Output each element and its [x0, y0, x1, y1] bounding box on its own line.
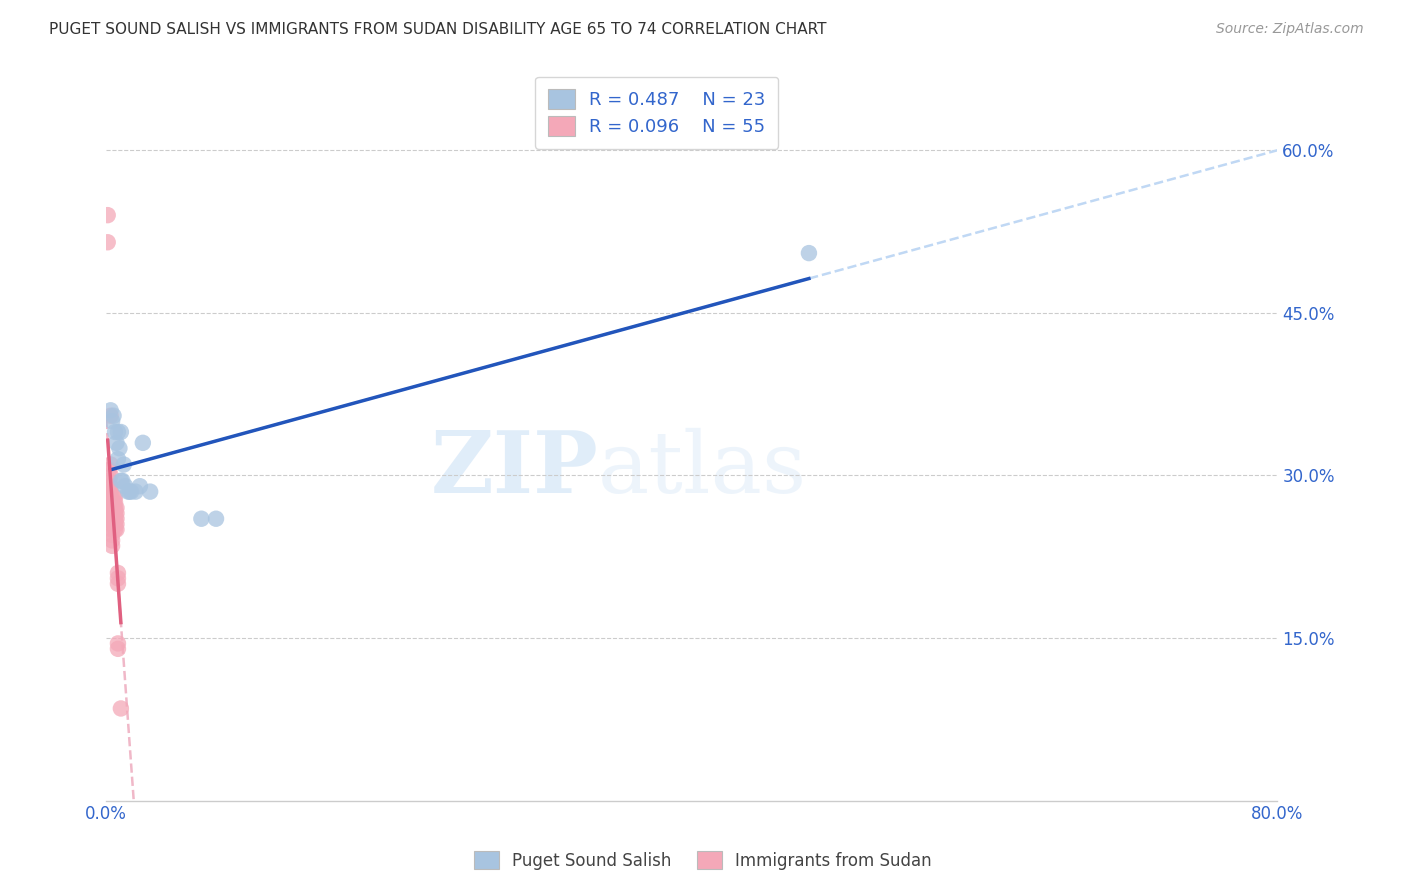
Point — [124, 484, 146, 499]
Point — [98, 495, 121, 509]
Point — [117, 484, 139, 499]
Point — [100, 495, 122, 509]
Point — [107, 571, 129, 585]
Point — [105, 517, 128, 532]
Point — [103, 517, 125, 532]
Point — [139, 484, 162, 499]
Point — [105, 506, 128, 520]
Point — [101, 533, 124, 548]
Point — [100, 403, 122, 417]
Point — [105, 435, 128, 450]
Point — [190, 512, 212, 526]
Point — [101, 414, 124, 428]
Point — [107, 566, 129, 580]
Legend: Puget Sound Salish, Immigrants from Sudan: Puget Sound Salish, Immigrants from Suda… — [468, 845, 938, 877]
Point — [98, 479, 121, 493]
Point — [107, 425, 129, 439]
Point — [100, 490, 122, 504]
Point — [98, 512, 121, 526]
Point — [205, 512, 228, 526]
Point — [103, 495, 125, 509]
Text: ZIP: ZIP — [430, 427, 598, 511]
Point — [114, 479, 136, 493]
Point — [103, 409, 125, 423]
Point — [103, 490, 125, 504]
Point — [112, 458, 135, 472]
Point — [98, 500, 121, 515]
Point — [797, 246, 820, 260]
Point — [103, 512, 125, 526]
Point — [118, 484, 141, 499]
Point — [103, 506, 125, 520]
Point — [104, 523, 127, 537]
Point — [103, 500, 125, 515]
Point — [97, 208, 120, 222]
Point — [105, 500, 128, 515]
Point — [120, 484, 142, 499]
Point — [101, 539, 124, 553]
Text: atlas: atlas — [598, 428, 807, 511]
Point — [97, 495, 120, 509]
Point — [104, 512, 127, 526]
Point — [97, 490, 120, 504]
Point — [101, 495, 124, 509]
Point — [101, 500, 124, 515]
Point — [107, 641, 129, 656]
Point — [100, 479, 122, 493]
Point — [104, 506, 127, 520]
Point — [98, 463, 121, 477]
Point — [100, 506, 122, 520]
Point — [97, 500, 120, 515]
Point — [107, 576, 129, 591]
Point — [100, 484, 122, 499]
Point — [107, 636, 129, 650]
Point — [110, 474, 132, 488]
Point — [129, 479, 152, 493]
Point — [110, 701, 132, 715]
Text: PUGET SOUND SALISH VS IMMIGRANTS FROM SUDAN DISABILITY AGE 65 TO 74 CORRELATION : PUGET SOUND SALISH VS IMMIGRANTS FROM SU… — [49, 22, 827, 37]
Point — [98, 506, 121, 520]
Point — [101, 500, 124, 515]
Point — [104, 500, 127, 515]
Point — [101, 517, 124, 532]
Point — [132, 435, 155, 450]
Point — [100, 409, 122, 423]
Point — [108, 442, 131, 456]
Point — [98, 490, 121, 504]
Point — [100, 458, 122, 472]
Point — [101, 512, 124, 526]
Point — [101, 523, 124, 537]
Legend: R = 0.487    N = 23, R = 0.096    N = 55: R = 0.487 N = 23, R = 0.096 N = 55 — [536, 77, 779, 149]
Point — [104, 517, 127, 532]
Point — [111, 474, 134, 488]
Point — [104, 425, 127, 439]
Point — [105, 523, 128, 537]
Point — [97, 235, 120, 250]
Point — [104, 490, 127, 504]
Point — [98, 474, 121, 488]
Point — [104, 495, 127, 509]
Point — [107, 452, 129, 467]
Point — [101, 528, 124, 542]
Point — [105, 512, 128, 526]
Point — [100, 468, 122, 483]
Text: Source: ZipAtlas.com: Source: ZipAtlas.com — [1216, 22, 1364, 37]
Point — [101, 506, 124, 520]
Point — [110, 425, 132, 439]
